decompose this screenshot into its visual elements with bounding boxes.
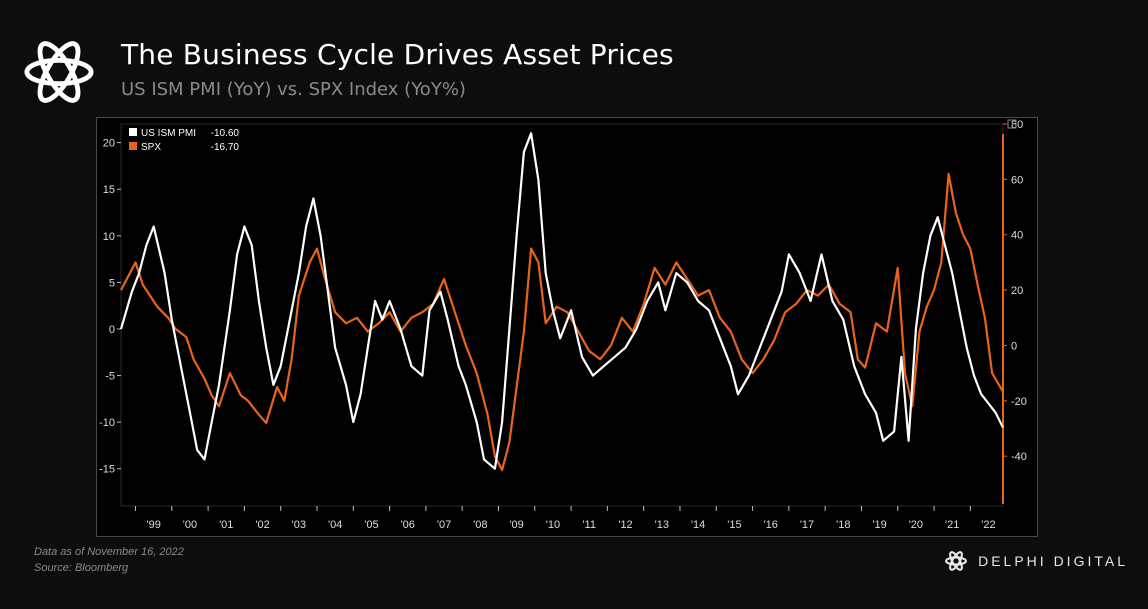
x-axis-tick-label: '19 [872,519,886,531]
x-axis-tick-label: '01 [219,519,233,531]
x-axis-tick-label: '99 [146,519,160,531]
legend-value: -10.60 [211,128,240,139]
x-axis-tick-label: '08 [473,519,487,531]
left-axis-tick-label: -15 [99,464,115,476]
x-axis-tick-label: '13 [655,519,669,531]
right-axis-tick-label: 60 [1011,174,1023,186]
line-chart: 20 15 10 5 0 -5 -10 -15 80 60 40 20 0 -20 -40 '99 '00 '01… [99,119,1027,531]
x-axis-tick-label: '12 [618,519,632,531]
data-date-note: Data as of November 16, 2022 [34,546,184,558]
brand-name: DELPHI DIGITAL [978,553,1128,569]
x-axis-tick-label: '20 [909,519,923,531]
right-axis-tick-label: -20 [1011,396,1027,408]
left-axis-tick-label: 0 [109,324,115,336]
brand-mark: DELPHI DIGITAL [944,549,1128,573]
left-axis-tick-label: -10 [99,417,115,429]
right-axis-tick-label: 0 [1011,340,1017,352]
chart-options-icon [1007,119,1017,129]
left-axis-tick-label: 5 [109,277,115,289]
delphi-small-logo-icon [945,551,968,571]
right-axis-tick-label: 40 [1011,230,1023,242]
x-axis-tick-label: '09 [509,519,523,531]
x-axis-tick-label: '04 [328,519,342,531]
x-axis-tick-label: '02 [255,519,269,531]
x-axis-tick-label: '05 [364,519,378,531]
legend-label: SPX [141,142,161,153]
spx-series-line [120,172,1004,472]
ism-pmi-series-line [119,132,1004,470]
x-axis-tick-label: '22 [981,519,995,531]
chart-panel: 20 15 10 5 0 -5 -10 -15 80 60 40 20 0 -20 -40 '99 '00 '01… [96,117,1038,537]
x-axis-tick-label: '14 [691,519,705,531]
x-axis-tick-label: '18 [836,519,850,531]
page-subtitle: US ISM PMI (YoY) vs. SPX Index (YoY%) [121,79,466,100]
plot-area [120,123,1004,507]
right-axis-tick-label: 80 [1011,119,1023,131]
x-axis-tick-label: '03 [292,519,306,531]
x-axis-tick-label: '06 [401,519,415,531]
x-axis-tick-label: '07 [437,519,451,531]
left-axis-tick-label: -5 [105,371,115,383]
left-axis-tick-label: 10 [103,231,115,243]
left-axis-tick-label: 15 [103,184,115,196]
right-axis-tick-label: -40 [1011,451,1027,463]
x-axis-tick-label: '10 [546,519,560,531]
legend-label: US ISM PMI [141,128,196,139]
right-axis-tick-label: 20 [1011,285,1023,297]
legend-swatch [129,128,137,136]
left-axis-tick-label: 20 [103,138,115,150]
source-note: Source: Bloomberg [34,562,129,574]
x-axis-tick-label: '16 [764,519,778,531]
page-title: The Business Cycle Drives Asset Prices [121,38,674,71]
x-axis-tick-label: '11 [582,519,596,531]
x-axis-tick-label: '17 [800,519,814,531]
x-axis-tick-label: '21 [945,519,959,531]
legend-value: -16.70 [211,142,240,153]
legend-swatch [129,142,137,150]
delphi-logo-icon [24,41,94,103]
x-axis-tick-label: '00 [183,519,197,531]
x-axis-tick-label: '15 [727,519,741,531]
